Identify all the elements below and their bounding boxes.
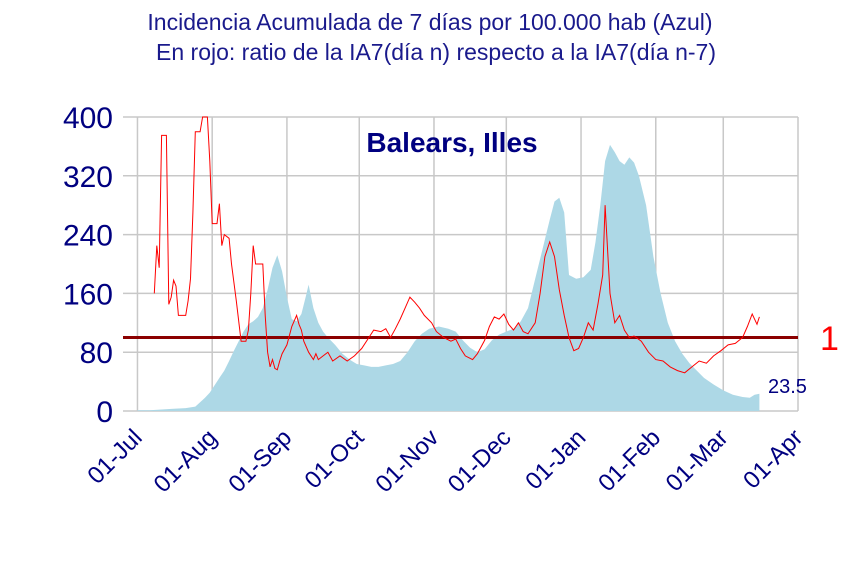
y-axis-ticks: 0 80 160 240 320 400 <box>63 102 113 429</box>
region-label: Balears, Illes <box>366 127 537 158</box>
x-tick-label: 01-Sep <box>223 424 297 498</box>
incidence-area <box>137 144 760 411</box>
x-tick-label: 01-Oct <box>299 424 369 494</box>
chart-subtitle: En rojo: ratio de la IA7(día n) respecto… <box>156 39 716 65</box>
y-tick-label: 240 <box>63 220 113 253</box>
x-tick-label: 01-Mar <box>661 424 734 497</box>
x-tick-label: 01-Aug <box>149 424 223 498</box>
y-tick-label: 80 <box>80 337 113 370</box>
y-tick-label: 160 <box>63 278 113 311</box>
x-tick-label: 01-Nov <box>370 424 444 498</box>
y-tick-label: 320 <box>63 161 113 194</box>
last-value-label: 23.5 <box>768 376 807 398</box>
y-tick-label: 0 <box>96 396 113 429</box>
x-tick-label: 01-Feb <box>593 424 666 497</box>
reference-line-label: 1 <box>820 320 839 358</box>
x-tick-label: 01-Jul <box>82 424 147 489</box>
y-tick-label: 400 <box>63 102 113 135</box>
ratio-line <box>153 116 760 374</box>
x-tick-label: 01-Apr <box>738 424 808 494</box>
chart-title: Incidencia Acumulada de 7 días por 100.0… <box>147 9 712 35</box>
x-tick-label: 01-Dec <box>443 424 517 498</box>
x-tick-label: 01-Jan <box>520 424 591 495</box>
